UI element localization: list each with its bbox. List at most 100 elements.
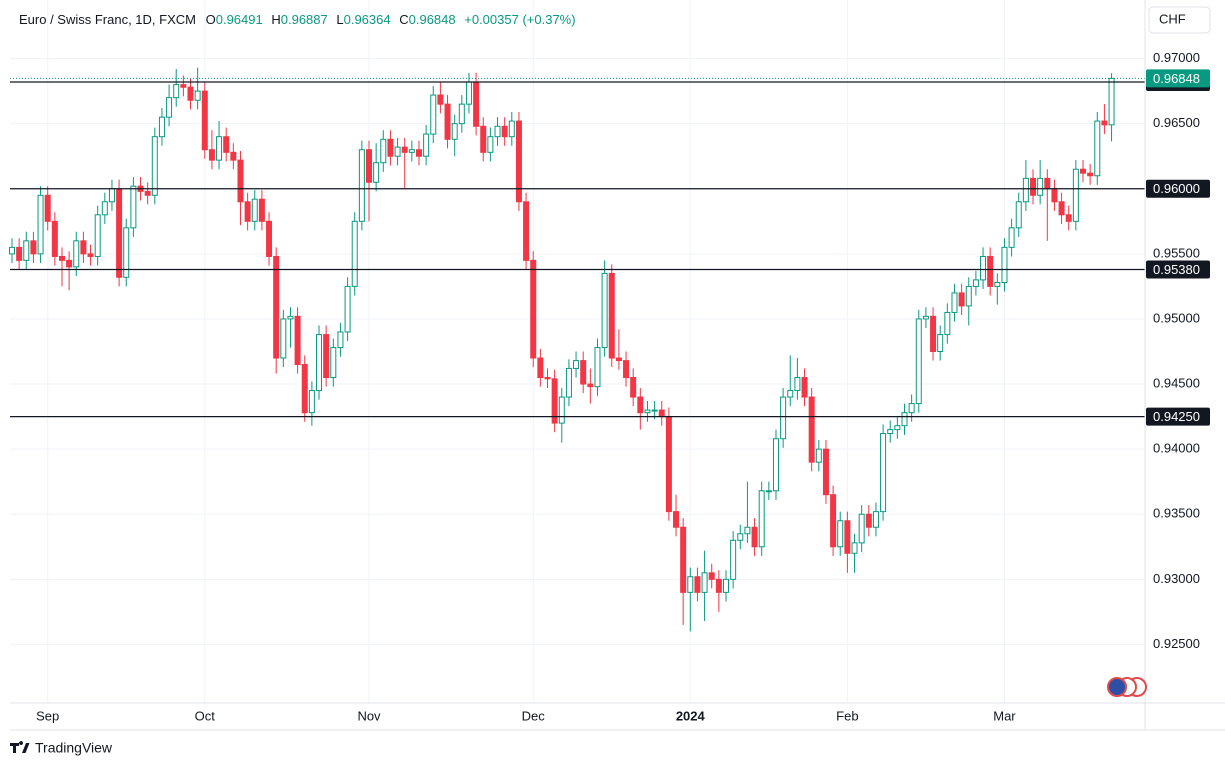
candle-body xyxy=(430,94,437,135)
candle-body xyxy=(630,377,637,398)
candle-body xyxy=(994,282,1001,287)
candle-body xyxy=(1051,188,1058,203)
candle-body xyxy=(458,103,465,125)
x-tick-label: Nov xyxy=(357,708,381,723)
candle-body xyxy=(573,360,580,369)
candle-body xyxy=(587,383,594,388)
candle-body xyxy=(44,194,51,222)
price-badge xyxy=(1146,407,1210,426)
candle-body xyxy=(316,334,323,392)
y-tick-label: 0.94000 xyxy=(1153,441,1200,456)
candle-body xyxy=(901,412,908,427)
x-tick-label: Sep xyxy=(36,708,59,723)
candle-body xyxy=(872,511,879,528)
candle-body xyxy=(594,347,601,388)
candle-body xyxy=(173,84,180,99)
candle-body xyxy=(701,572,708,593)
candle-body xyxy=(865,513,872,528)
close-value: 0.96848 xyxy=(409,12,456,27)
candle-body xyxy=(244,201,251,222)
candle-body xyxy=(266,220,273,257)
candle-body xyxy=(1094,120,1101,177)
y-tick-label: 0.94500 xyxy=(1153,375,1200,390)
candle-body xyxy=(1101,120,1108,126)
candle-body xyxy=(787,390,794,398)
candle-body xyxy=(644,409,651,414)
change-value: +0.00357 (+0.37%) xyxy=(464,12,575,27)
candle-body xyxy=(801,377,808,398)
candle-body xyxy=(858,513,865,544)
candle-body xyxy=(815,448,822,463)
candle-body xyxy=(301,364,308,414)
candle-body xyxy=(780,396,787,440)
candle-body xyxy=(844,520,851,554)
candle-body xyxy=(1037,177,1044,196)
candle-body xyxy=(537,357,544,379)
candle-body xyxy=(151,136,158,196)
candle-body xyxy=(615,357,622,362)
candle-body xyxy=(251,198,258,222)
candle-body xyxy=(201,90,208,151)
candle-body xyxy=(1087,172,1094,177)
candle-body xyxy=(1008,227,1015,248)
candle-body xyxy=(851,542,858,554)
candle-body xyxy=(608,272,615,359)
candle-body xyxy=(837,520,844,548)
last-price-label: 0.96848 xyxy=(1153,71,1200,86)
candle-body xyxy=(101,201,108,216)
open-value: 0.96491 xyxy=(216,12,263,27)
y-tick-label: 0.97000 xyxy=(1153,50,1200,65)
currency-button[interactable] xyxy=(1148,6,1211,34)
candle-body xyxy=(230,151,237,161)
candle-body xyxy=(487,136,494,153)
candle-body xyxy=(723,578,729,593)
candle-body xyxy=(673,511,680,528)
candle-body xyxy=(930,315,937,353)
candle-body xyxy=(366,149,372,183)
candle-body xyxy=(51,220,58,257)
candle-body xyxy=(515,120,522,203)
candle-body xyxy=(273,255,280,359)
candle-body xyxy=(465,81,472,105)
candle-body xyxy=(116,188,123,278)
candle-body xyxy=(972,279,979,287)
candle-body xyxy=(330,347,337,379)
candle-body xyxy=(308,390,315,414)
price-badge-label: 0.94250 xyxy=(1153,409,1200,424)
candle-body xyxy=(380,138,387,164)
candle-body xyxy=(922,315,929,320)
brand-name: TradingView xyxy=(35,740,113,756)
grid xyxy=(10,0,1145,703)
candle-body xyxy=(1015,201,1022,229)
candle-body xyxy=(280,318,287,359)
candle-body xyxy=(651,409,658,412)
event-icon[interactable] xyxy=(1107,677,1127,697)
logo-icon xyxy=(10,741,30,753)
candle-body xyxy=(880,433,887,513)
candle-body xyxy=(958,292,965,307)
candle-body xyxy=(887,429,894,435)
candle-body xyxy=(94,214,101,257)
candle-body xyxy=(987,255,994,287)
currency-label[interactable]: CHF xyxy=(1159,11,1186,26)
candle-body xyxy=(937,334,944,353)
candle-body xyxy=(580,360,587,385)
plot xyxy=(9,67,1145,632)
candle-body xyxy=(530,259,537,359)
candle-body xyxy=(1065,214,1072,222)
candle-body xyxy=(258,198,265,222)
candle-body xyxy=(37,194,44,255)
y-tick-label: 0.92500 xyxy=(1153,636,1200,651)
x-tick-label: Mar xyxy=(993,708,1016,723)
candle-body xyxy=(830,494,837,548)
candle-body xyxy=(730,539,737,580)
candle-body xyxy=(1080,168,1086,174)
candle-body xyxy=(423,133,430,157)
candle-body xyxy=(523,201,530,261)
candle-body xyxy=(551,378,558,424)
candle-body xyxy=(344,285,351,333)
candle-body xyxy=(401,146,408,153)
candle-body xyxy=(822,448,829,496)
price-badge-label: 0.95380 xyxy=(1153,262,1200,277)
